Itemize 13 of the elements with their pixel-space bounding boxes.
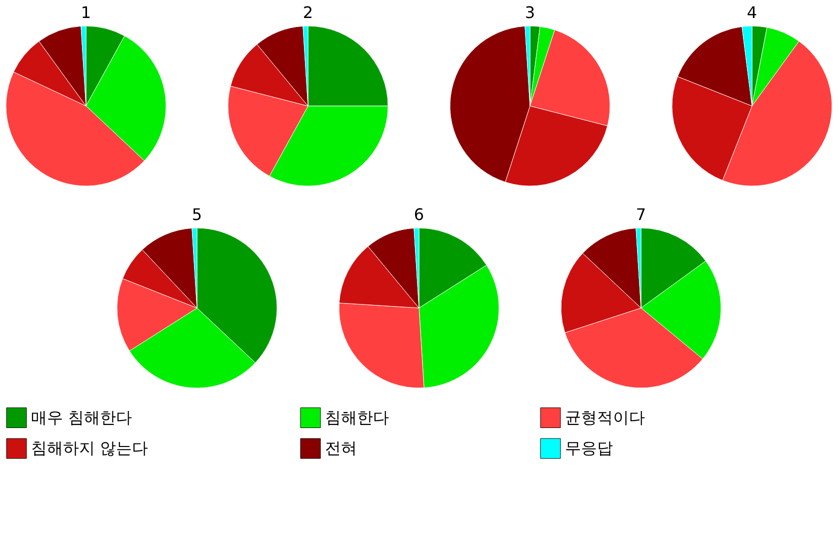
chart-title: 6: [414, 205, 424, 224]
chart-title: 3: [524, 3, 536, 22]
chart-title: 1: [80, 3, 92, 22]
chart-title: 2: [302, 3, 314, 22]
chart-title: 5: [192, 205, 202, 224]
legend-label: 침해하지 않는다: [31, 438, 148, 458]
legend-label: 균형적이다: [565, 408, 645, 427]
chart-title: 7: [636, 205, 646, 224]
chart-title: 4: [746, 3, 758, 22]
legend-label: 전혀: [325, 438, 357, 458]
legend-label: 무응답: [565, 438, 613, 458]
legend-label: 침해한다: [325, 408, 389, 427]
legend-label: 매우 침해한다: [31, 408, 132, 427]
